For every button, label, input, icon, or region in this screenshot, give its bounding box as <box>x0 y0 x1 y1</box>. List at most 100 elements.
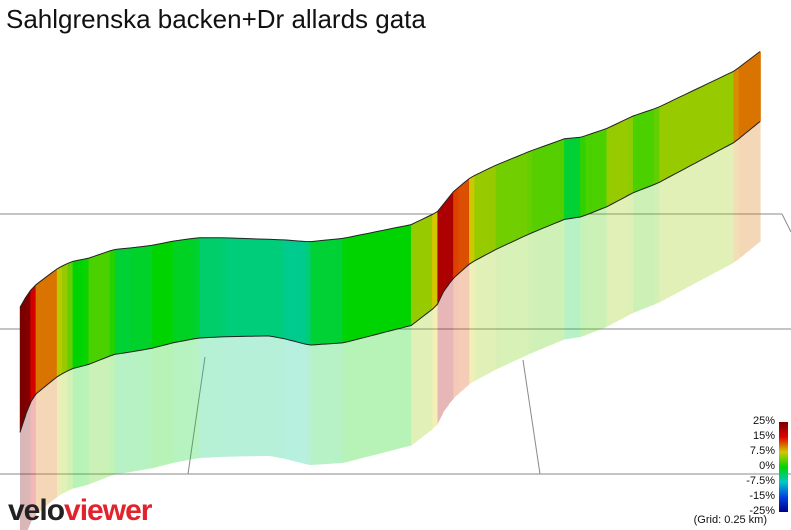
profile-segment-51 <box>289 240 296 342</box>
reflection-strip-8 <box>62 370 69 494</box>
profile-segment-5 <box>46 272 53 386</box>
profile-segment-59 <box>331 238 338 344</box>
profile-segment-22 <box>136 246 143 352</box>
reflection-strip-38 <box>220 336 227 457</box>
profile-segment-92 <box>506 158 513 245</box>
profile-segment-116 <box>632 113 640 194</box>
reflection-strip-51 <box>289 340 296 462</box>
reflection-strip-108 <box>590 210 597 334</box>
profile-segment-97 <box>532 148 539 233</box>
profile-top-outline <box>19 51 761 308</box>
profile-segment-64 <box>358 233 365 340</box>
profile-segment-21 <box>130 247 138 353</box>
profile-segment-10 <box>72 260 79 369</box>
reflection-strip-45 <box>257 335 264 457</box>
reflection-strip-76 <box>421 313 428 438</box>
legend-label-2: 7.5% <box>749 445 775 457</box>
reflection-strip-0 <box>20 415 26 530</box>
profile-segment-124 <box>675 96 682 175</box>
profile-segment-49 <box>278 239 286 339</box>
reflection-strip-127 <box>691 162 698 286</box>
reflection-strip-79 <box>437 292 444 425</box>
reflection-strip-9 <box>67 368 74 491</box>
profile-segment-41 <box>236 238 243 337</box>
reflection-strip-92 <box>506 242 513 365</box>
profile-segment-12 <box>83 257 90 367</box>
reflection-strip-3 <box>35 389 42 514</box>
profile-segment-114 <box>622 118 629 199</box>
profile-segment-82 <box>453 186 460 279</box>
reflection-strip-48 <box>273 336 280 458</box>
grid-note: (Grid: 0.25 km) <box>693 514 767 526</box>
profile-segment-93 <box>511 156 518 243</box>
reflection-strip-17 <box>109 354 116 477</box>
profile-segment-125 <box>680 93 687 172</box>
profile-segment-37 <box>215 237 222 338</box>
reflection-strip-58 <box>326 343 333 464</box>
reflection-strip-101 <box>553 221 560 344</box>
reflection-strip-123 <box>670 173 677 297</box>
profile-segment-54 <box>305 241 312 346</box>
reflection-strip-124 <box>675 170 682 294</box>
reflection-strip-2 <box>30 393 37 523</box>
profile-segment-132 <box>717 76 724 152</box>
profile-segment-75 <box>416 219 423 322</box>
profile-segment-69 <box>384 228 391 333</box>
profile-segment-119 <box>648 108 656 187</box>
profile-segment-113 <box>617 120 624 202</box>
profile-segment-48 <box>273 239 280 338</box>
reflection-strip-131 <box>712 151 719 274</box>
profile-segment-9 <box>67 261 74 372</box>
profile-segment-27 <box>162 241 169 346</box>
reflection-strip-7 <box>57 373 63 497</box>
profile-segment-62 <box>347 236 354 342</box>
reflection-strip-31 <box>183 339 190 461</box>
reflection-strip-129 <box>701 156 708 280</box>
profile-segment-71 <box>395 226 402 330</box>
profile-segment-134 <box>728 70 735 146</box>
reflection-strip-104 <box>569 217 576 339</box>
profile-segment-19 <box>120 248 127 354</box>
profile-segment-78 <box>432 211 439 310</box>
profile-segment-16 <box>104 250 111 359</box>
reflection-strip-15 <box>99 358 106 481</box>
profile-segment-1 <box>25 289 32 416</box>
logo-part-viewer: viewer <box>64 494 152 527</box>
reflection-strip-26 <box>157 345 164 467</box>
profile-segment-88 <box>484 167 492 256</box>
grid-line-6 <box>522 359 541 475</box>
profile-segment-95 <box>521 151 529 238</box>
reflection-strip-1 <box>25 402 32 530</box>
profile-segment-17 <box>109 249 116 357</box>
reflection-strip-91 <box>501 244 507 368</box>
profile-segment-68 <box>379 229 386 334</box>
reflection-strip-53 <box>300 342 307 465</box>
reflection-strip-18 <box>115 353 122 475</box>
profile-segment-98 <box>537 146 545 231</box>
profile-segment-131 <box>712 78 719 155</box>
reflection-strip-137 <box>744 130 751 255</box>
reflection-strip-74 <box>411 321 418 446</box>
profile-segment-107 <box>585 133 592 216</box>
reflection-strip-62 <box>347 340 354 462</box>
reflection-strip-16 <box>104 356 111 479</box>
reflection-strip-69 <box>384 330 391 453</box>
profile-segment-105 <box>574 137 582 219</box>
profile-segment-65 <box>363 232 370 338</box>
reflection-strip-33 <box>194 337 201 459</box>
profile-segment-102 <box>558 138 566 222</box>
profile-segment-137 <box>743 59 751 135</box>
profile-segment-112 <box>611 123 619 205</box>
reflection-strip-49 <box>279 337 285 459</box>
profile-segment-126 <box>685 91 693 169</box>
reflection-strip-65 <box>363 336 370 458</box>
profile-segment-63 <box>352 235 360 341</box>
reflection-strip-88 <box>485 252 492 376</box>
profile-segment-94 <box>516 154 523 240</box>
reflection-strip-82 <box>453 273 460 399</box>
profile-segment-121 <box>659 103 666 183</box>
profile-segment-15 <box>99 252 106 361</box>
profile-segment-6 <box>51 268 58 382</box>
profile-segment-7 <box>56 265 64 378</box>
profile-segment-40 <box>231 237 238 337</box>
